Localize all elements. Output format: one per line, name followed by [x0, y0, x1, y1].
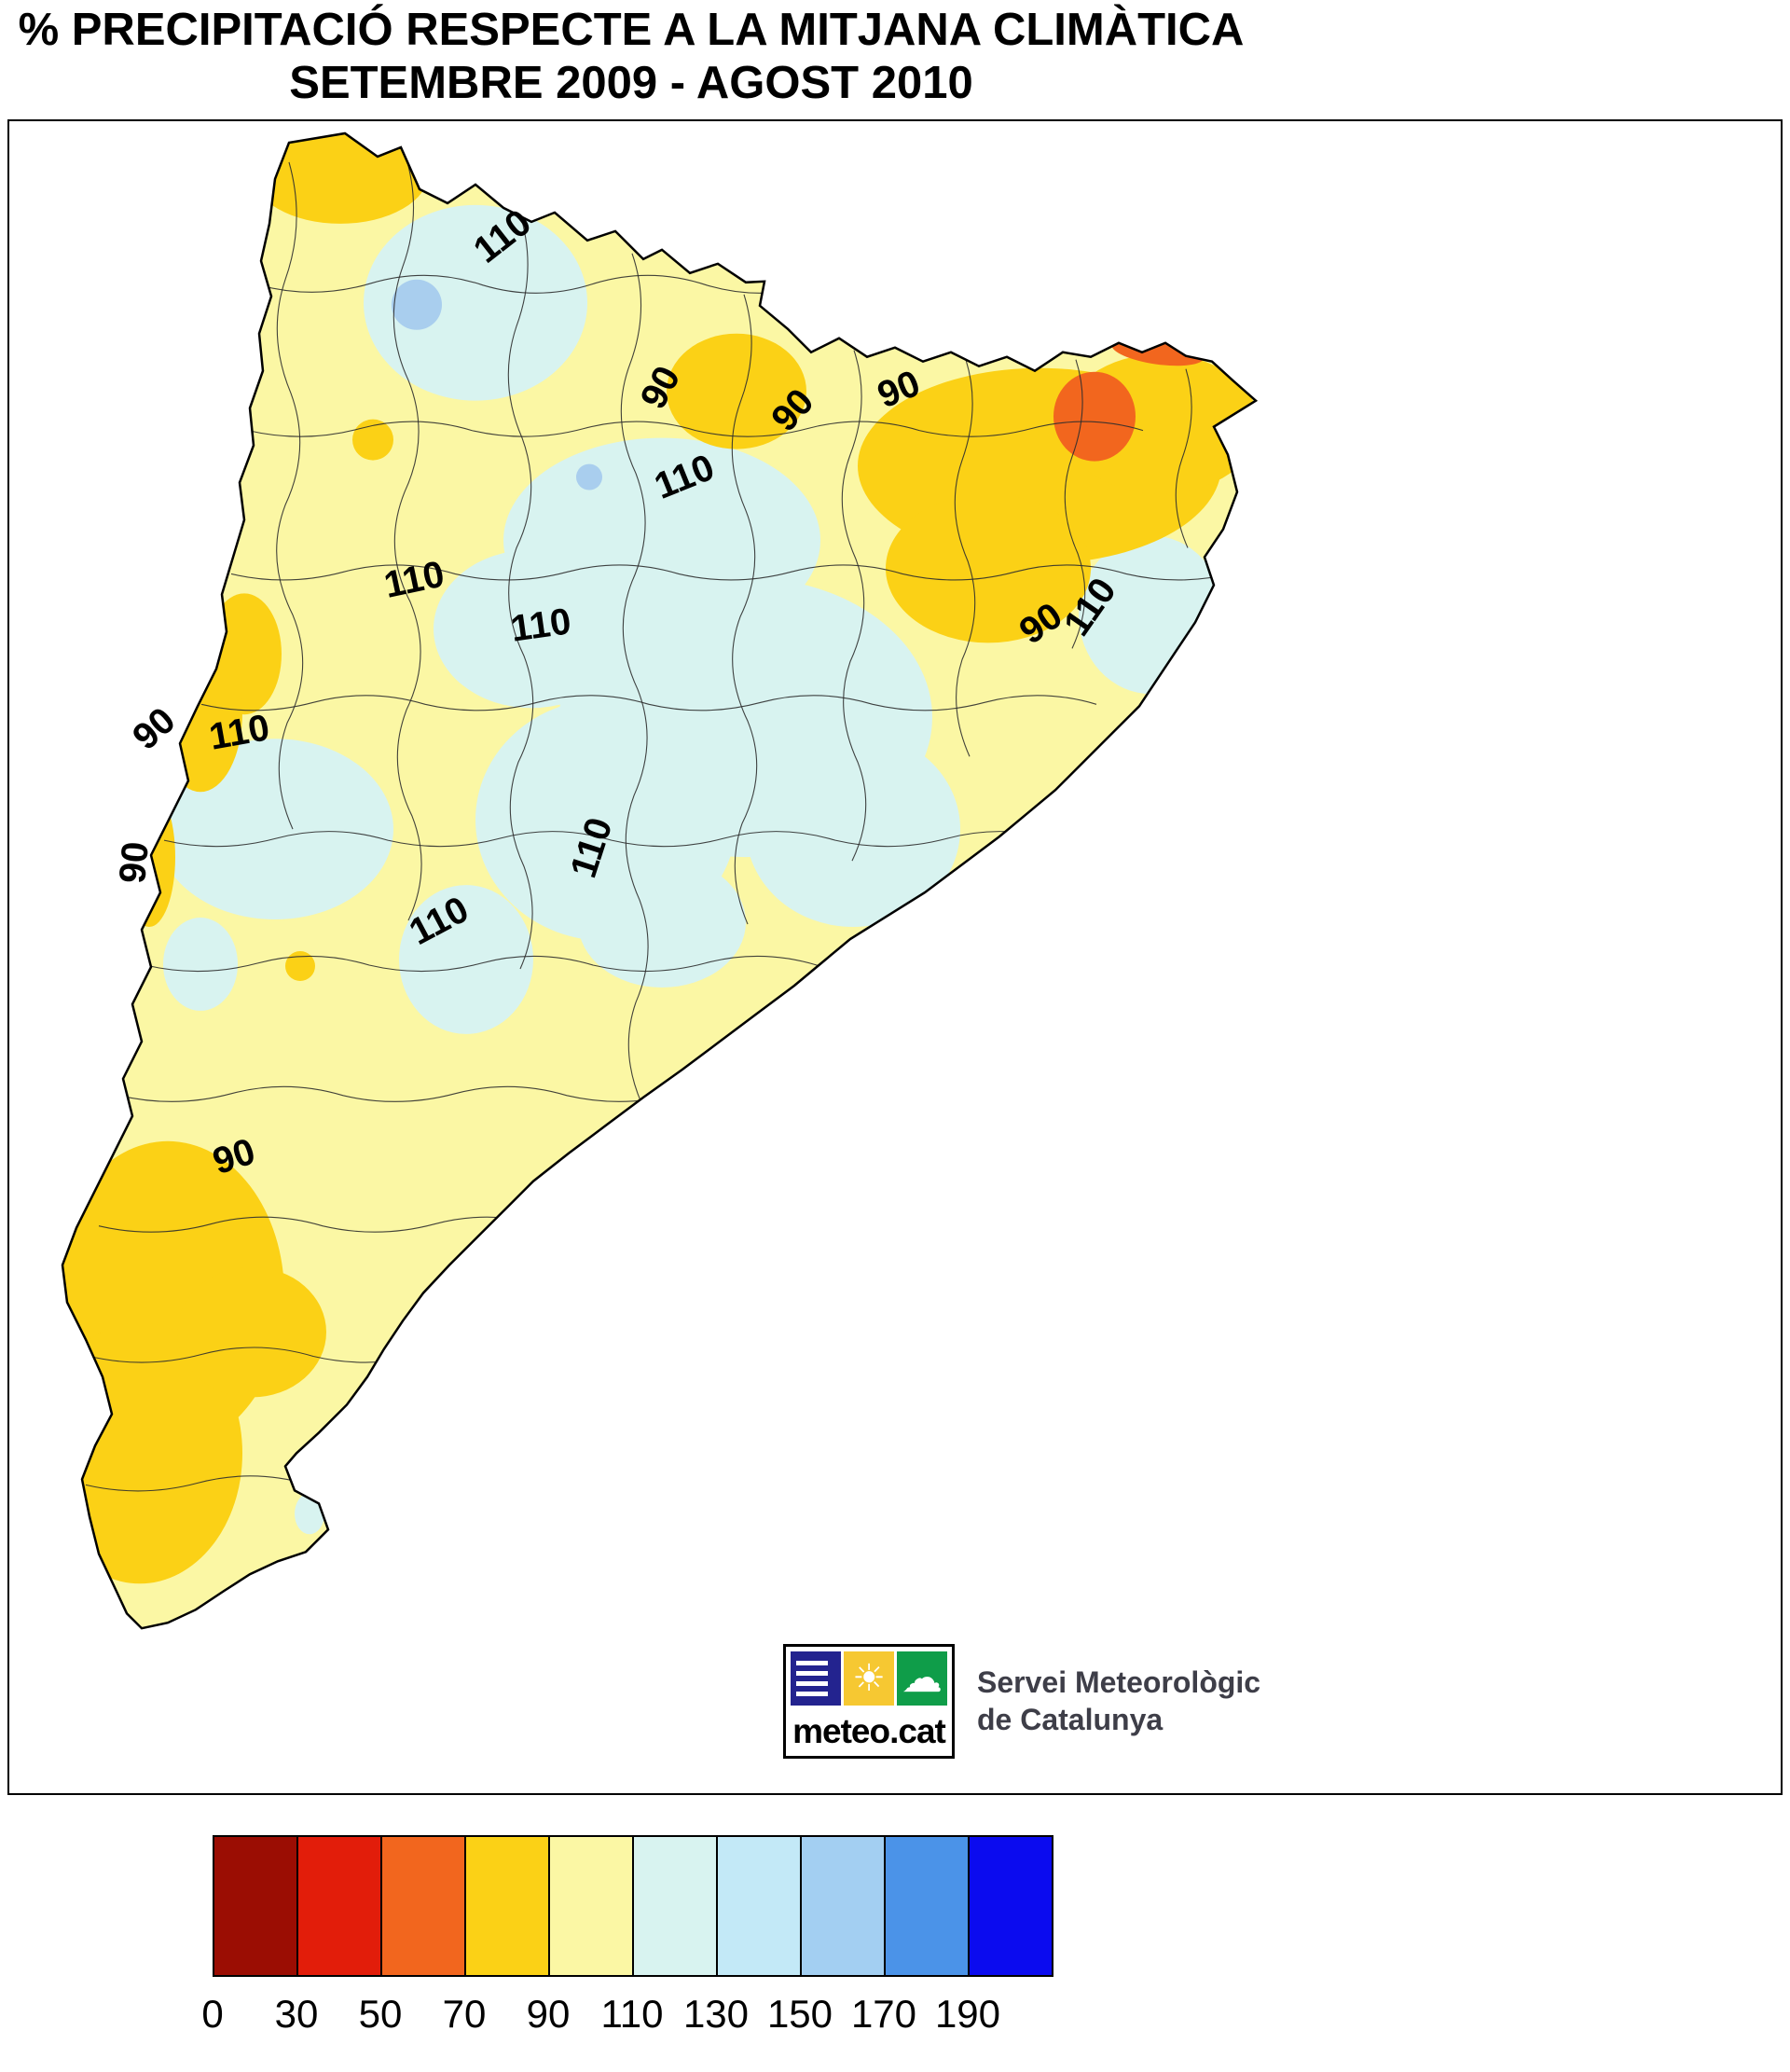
region-130-dot — [392, 279, 442, 330]
legend-swatch-190-plus — [968, 1837, 1052, 1975]
cloud-icon: ☁ — [897, 1651, 948, 1706]
contour-label: 110 — [508, 601, 573, 650]
org-name: Servei Meteorològic de Catalunya — [977, 1665, 1260, 1737]
title-line-2: SETEMBRE 2009 - AGOST 2010 — [289, 57, 973, 108]
legend-tick: 110 — [600, 1992, 664, 2036]
region-90-dot — [285, 951, 315, 981]
legend-swatch-170-190 — [884, 1837, 968, 1975]
legend-tick: 50 — [358, 1992, 403, 2036]
legend-colorbar — [213, 1835, 1053, 1977]
legend-swatch-90-110 — [548, 1837, 632, 1975]
legend-swatch-110-130 — [632, 1837, 716, 1975]
legend-swatch-30-50 — [296, 1837, 380, 1975]
legend-swatch-50-70 — [380, 1837, 464, 1975]
region-90-north-central — [667, 333, 806, 449]
contour-label: 90 — [125, 699, 184, 757]
region-110-central — [578, 857, 746, 988]
legend-swatch-0-30 — [214, 1837, 296, 1975]
legend-tick: 30 — [274, 1992, 319, 2036]
comarca-borders — [85, 152, 1239, 1492]
region-110-north — [364, 204, 587, 401]
title-line-1: % PRECIPITACIÓ RESPECTE A LA MITJANA CLI… — [18, 5, 1245, 55]
sun-icon: ☀ — [844, 1651, 895, 1706]
cloud-glyph: ☁ — [902, 1655, 943, 1701]
map-container: 110 90 90 90 110 110 110 110 90 90 110 9… — [7, 119, 1783, 1795]
meteocat-logo: ☀ ☁ meteo.cat Servei Meteorològic de Cat… — [783, 1644, 1260, 1759]
map-fill-layer — [62, 132, 1256, 1629]
legend-tick: 0 — [201, 1992, 224, 2036]
legend-tick: 190 — [934, 1992, 1001, 2036]
sun-glyph: ☀ — [852, 1658, 886, 1699]
region-90-northeast — [886, 493, 1091, 643]
region-130-dot — [576, 463, 602, 490]
region-90-dot — [352, 419, 393, 461]
logo-squares: ☀ ☁ — [791, 1651, 948, 1706]
contour-label: 90 — [112, 840, 157, 885]
legend-tick: 90 — [526, 1992, 571, 2036]
catalonia-map-svg: 110 90 90 90 110 110 110 110 90 90 110 9… — [61, 131, 1259, 1630]
catalonia-outline — [61, 131, 1259, 1630]
region-110-central — [434, 549, 629, 709]
region-110-south — [399, 885, 533, 1034]
legend-swatch-150-170 — [800, 1837, 884, 1975]
region-50-northeast — [1053, 371, 1136, 462]
legend-tick: 130 — [682, 1992, 750, 2036]
logo-wordmark: meteo.cat — [792, 1712, 946, 1750]
meteocat-logo-box: ☀ ☁ meteo.cat — [783, 1644, 955, 1759]
legend-ticks: 0 30 50 70 90 110 130 150 170 190 — [171, 1992, 1010, 2037]
org-name-line-1: Servei Meteorològic — [977, 1665, 1261, 1700]
stripes-icon — [791, 1651, 842, 1706]
legend-swatch-70-90 — [464, 1837, 548, 1975]
region-90-southwest — [177, 1266, 326, 1398]
legend-swatch-130-150 — [716, 1837, 800, 1975]
legend-tick: 150 — [766, 1992, 833, 2036]
page-title: % PRECIPITACIÓ RESPECTE A LA MITJANA CLI… — [0, 4, 1262, 110]
legend-tick: 170 — [850, 1992, 917, 2036]
org-name-line-2: de Catalunya — [977, 1702, 1164, 1736]
region-110-central — [746, 731, 960, 928]
legend-tick: 70 — [442, 1992, 487, 2036]
region-110-west-small — [163, 918, 238, 1011]
